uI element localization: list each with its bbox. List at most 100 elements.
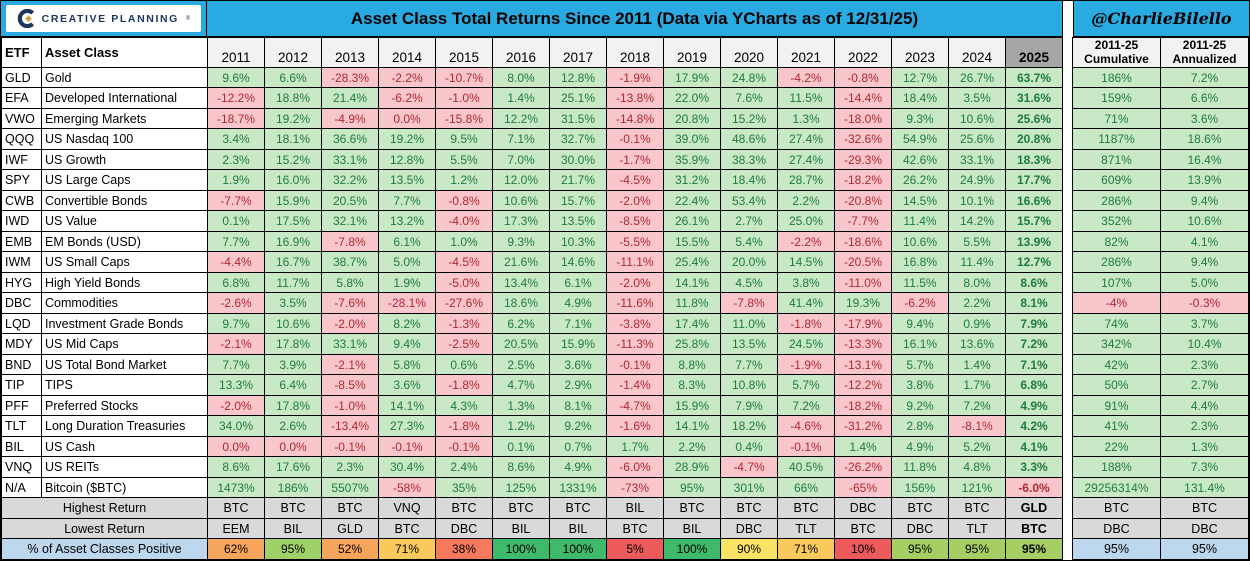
summary-label: Lowest Return [1,517,208,540]
return-2019: 14.1% [663,271,721,294]
return-2023: 42.6% [891,148,949,171]
etf-ticker: DBC [1,292,42,314]
return-2015: -1.8% [435,374,493,396]
return-2024: 11.4% [948,251,1006,273]
return-2012: 2.6% [264,415,322,437]
col-header-2017: 2017 [549,37,607,68]
asset-row-SPY: SPY US Large Caps 1.9% 16.0% 32.2% 13.5% 1.2% 1… [1,169,1249,191]
return-2020: 2.7% [720,210,778,232]
pct-positive-2014: 71% [378,538,436,560]
return-2019: 25.4% [663,251,721,273]
return-2018: -1.9% [606,66,664,89]
asset-row-VWO: VWO Emerging Markets -18.7% 19.2% -4.9% 0.0% -… [1,107,1249,130]
spacer-cell [1062,395,1073,416]
return-2018: -5.5% [606,230,664,253]
asset-row-QQQ: QQQ US Nasdaq 100 3.4% 18.1% 36.6% 19.2% 9.5% 7… [1,128,1249,150]
asset-class-name: US REITs [41,456,208,478]
spacer-cell [1062,313,1073,334]
summary-row-highest-return-annualized: BTC [1160,497,1249,519]
return-2013: -1.0% [321,394,379,417]
return-2021: 66% [777,476,835,499]
asset-row-IWF: IWF US Growth 2.3% 15.2% 33.1% 12.8% 5.5% 7.0% 3… [1,148,1249,171]
return-annualized: 5.0% [1160,271,1249,294]
return-2013: -4.9% [321,107,379,130]
return-2014: 19.2% [378,128,436,150]
summary-row-highest-return-2025: GLD [1005,497,1063,519]
return-cumulative: 42% [1072,353,1161,376]
return-2021: 7.2% [777,394,835,417]
summary-row-lowest-return: Lowest Return EEM BIL GLD BTC DBC BIL BIL BTC BIL… [1,517,1249,540]
creative-planning-c-icon [17,9,34,28]
return-2022: -11.0% [834,271,892,294]
summary-row-highest-return-2022: DBC [834,497,892,519]
summary-label: % of Asset Classes Positive [1,538,208,560]
return-2019: 35.9% [663,148,721,171]
return-2014: 27.3% [378,415,436,437]
return-2023: 26.2% [891,169,949,191]
return-2019: 8.3% [663,374,721,396]
col-header-cumulative: 2011-25 Cumulative [1072,37,1161,68]
return-2024: 33.1% [948,148,1006,171]
return-2022: -18.2% [834,169,892,191]
return-2019: 26.1% [663,210,721,232]
return-2024: 13.6% [948,333,1006,355]
return-2012: 16.0% [264,169,322,191]
return-2015: -10.7% [435,66,493,89]
return-2011: -2.1% [207,333,265,355]
return-2016: 8.0% [492,66,550,89]
summary-row-lowest-return-2013: GLD [321,517,379,540]
asset-row-BND: BND US Total Bond Market 7.7% 3.9% -2.1% 5.8%… [1,353,1249,376]
return-2014: 9.4% [378,333,436,355]
return-2025: 17.7% [1005,169,1063,191]
return-2013: -7.8% [321,230,379,253]
return-2011: -4.4% [207,251,265,273]
return-2011: -7.7% [207,189,265,212]
return-2022: -29.3% [834,148,892,171]
return-annualized: 16.4% [1160,148,1249,171]
return-2021: 11.5% [777,87,835,109]
return-2015: -0.8% [435,189,493,212]
asset-row-LQD: LQD Investment Grade Bonds 9.7% 10.6% -2.0% 8… [1,312,1249,335]
return-2011: 7.7% [207,230,265,253]
col-header-2018: 2018 [606,37,664,68]
return-2019: 28.9% [663,456,721,478]
asset-class-name: US Large Caps [41,169,208,191]
return-2023: 11.5% [891,271,949,294]
asset-class-name: US Small Caps [41,251,208,273]
return-2011: 13.3% [207,374,265,396]
asset-row-IWM: IWM US Small Caps -4.4% 16.7% 38.7% 5.0% -4.5%… [1,251,1249,273]
return-2012: 18.1% [264,128,322,150]
asset-returns-table: ETF Asset Class 2011 2012 2013 2014 2015 2016 20… [1,37,1249,560]
summary-row-highest-return-2018: BIL [606,497,664,519]
asset-class-name: TIPS [41,374,208,396]
pct-positive-2020: 90% [720,538,778,560]
return-2014: 8.2% [378,312,436,335]
summary-row-lowest-return-annualized: DBC [1160,517,1249,540]
return-2020: 15.2% [720,107,778,130]
return-2020: 7.9% [720,394,778,417]
return-2013: 33.1% [321,333,379,355]
summary-row-lowest-return-cumulative: DBC [1072,517,1161,540]
return-2019: 20.8% [663,107,721,130]
return-2012: 3.9% [264,353,322,376]
return-2015: -4.0% [435,210,493,232]
return-2011: 34.0% [207,415,265,437]
return-2022: 19.3% [834,292,892,314]
pct-positive-2015: 38% [435,538,493,560]
return-cumulative: 286% [1072,189,1161,212]
summary-row-highest-return-2019: BTC [663,497,721,519]
return-cumulative: 22% [1072,435,1161,458]
return-2025: 13.9% [1005,230,1063,253]
etf-ticker: MDY [1,333,42,355]
return-2020: 53.4% [720,189,778,212]
spacer-cell [1062,231,1073,252]
return-2014: 5.0% [378,251,436,273]
col-header-2024: 2024 [948,37,1006,68]
return-2021: -4.2% [777,66,835,89]
return-2016: 20.5% [492,333,550,355]
return-2013: 5507% [321,476,379,499]
return-2024: 10.1% [948,189,1006,212]
return-2017: 3.6% [549,353,607,376]
summary-row-lowest-return-2016: BIL [492,517,550,540]
